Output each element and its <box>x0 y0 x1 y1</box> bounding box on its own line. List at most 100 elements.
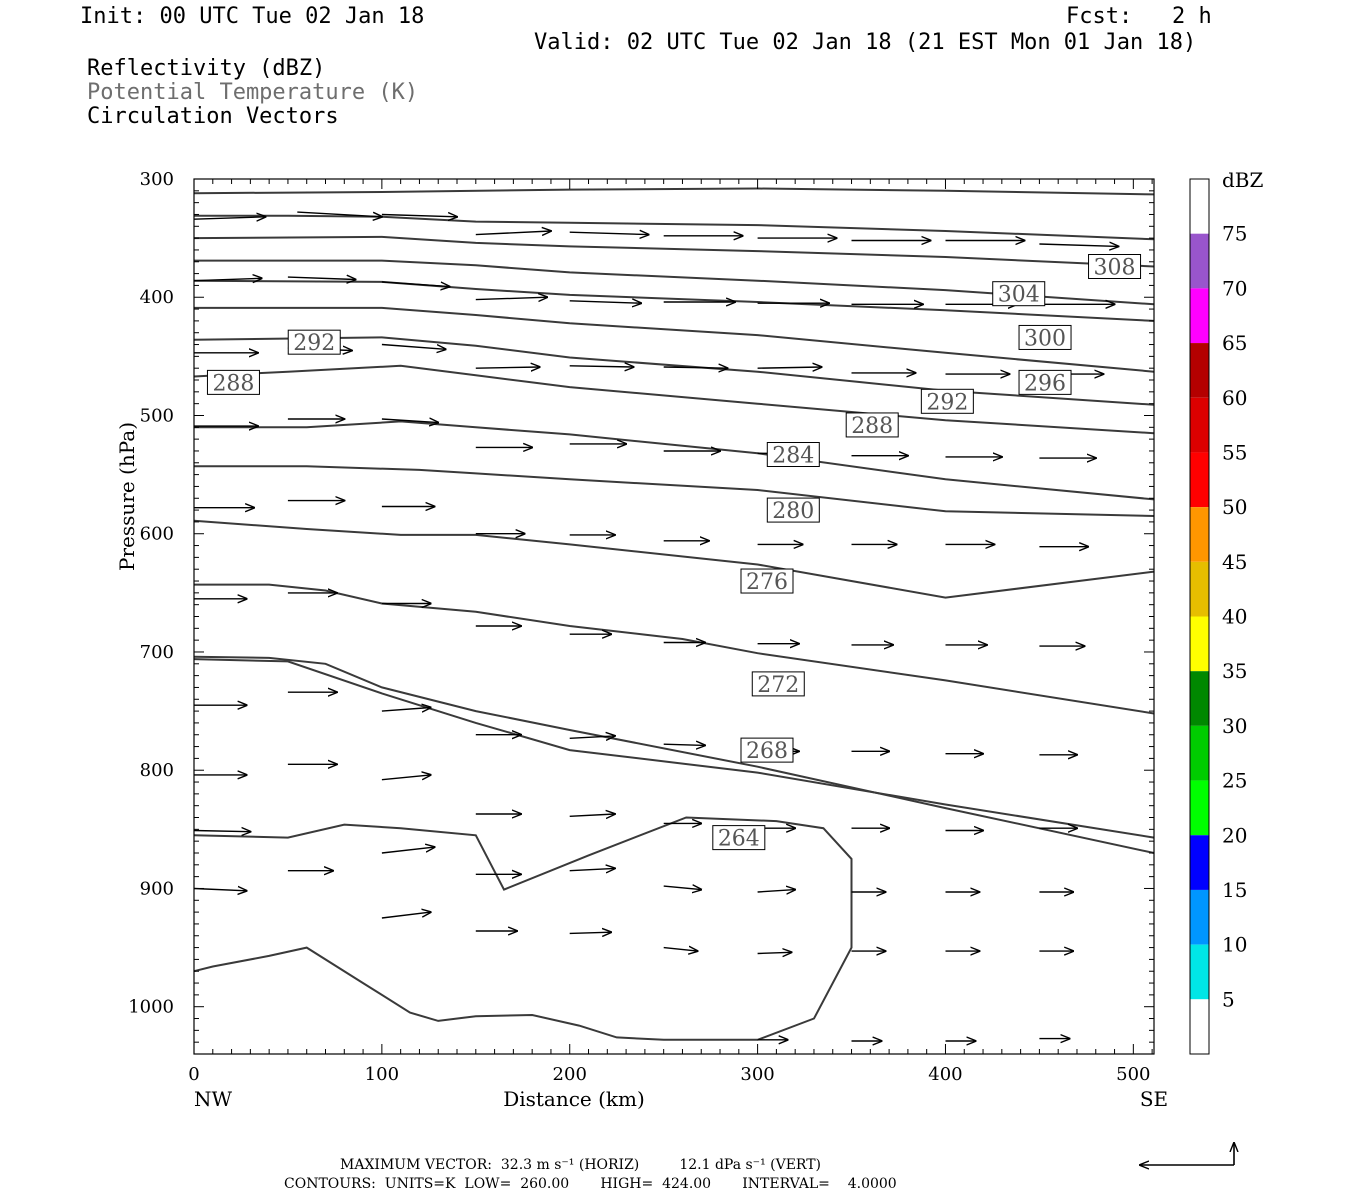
x-tick-label: 100 <box>365 1064 399 1085</box>
theta-contour-line <box>193 519 1155 599</box>
contour-label-box <box>1018 369 1072 395</box>
colorbar-frame <box>1189 178 1210 1055</box>
x-tick-label: 400 <box>928 1064 962 1085</box>
y-tick-label: 400 <box>140 287 174 308</box>
contour-label-text: 288 <box>212 371 254 396</box>
contour-label-text: 264 <box>718 827 760 852</box>
x-tick-label: 200 <box>553 1064 587 1085</box>
circulation-vector <box>757 367 822 368</box>
max-vector-label: MAXIMUM VECTOR: 32.3 m s⁻¹ (HORIZ) 12.1 … <box>340 1157 822 1173</box>
contour-label-text: 308 <box>1094 256 1136 281</box>
colorbar-band <box>1190 944 1209 1000</box>
colorbar-band <box>1190 343 1209 398</box>
colorbar-tick-label: 20 <box>1222 823 1247 847</box>
circulation-vector <box>757 952 792 953</box>
contour-label-box <box>920 388 974 414</box>
theta-contour-line <box>194 465 1155 517</box>
colorbar-tick-label: 70 <box>1222 276 1247 300</box>
circulation-vector <box>569 736 615 738</box>
circulation-vector <box>569 868 615 870</box>
circulation-vector <box>381 343 446 350</box>
contour-label-text: 300 <box>1024 326 1066 351</box>
reference-vector-icon <box>1140 1143 1234 1165</box>
circulation-vector <box>193 278 262 280</box>
colorbar-tick-label: 55 <box>1222 440 1247 464</box>
theta-contour-line <box>194 583 1155 715</box>
colorbar-title: dBZ <box>1222 168 1264 192</box>
x-end-label-left: NW <box>194 1087 233 1111</box>
theta-contour-line <box>194 420 1155 501</box>
valid-time-label: Valid: 02 UTC Tue 02 Jan 18 (21 EST Mon … <box>534 30 1197 55</box>
circulation-vector <box>663 948 698 952</box>
colorbar-band <box>1190 889 1209 945</box>
colorbar-tick-label: 60 <box>1222 386 1247 410</box>
contour-label-text: 292 <box>926 390 968 415</box>
colorbar-tick-label: 75 <box>1222 222 1247 246</box>
circulation-vector <box>569 232 649 234</box>
theta-contour-264 <box>193 816 853 1041</box>
y-tick-label: 800 <box>140 760 174 781</box>
y-tick-label: 600 <box>140 524 174 545</box>
contour-label-box <box>1088 254 1142 279</box>
contour-label-box <box>740 737 794 763</box>
colorbar-tick-label: 35 <box>1222 659 1247 683</box>
y-tick-label: 1000 <box>128 997 174 1018</box>
theta-contour-line <box>193 187 1155 196</box>
contour-label-box <box>287 329 341 355</box>
x-end-label-right: SE <box>1140 1087 1168 1111</box>
x-tick-label: 500 <box>1116 1064 1150 1085</box>
contour-label-box <box>992 281 1046 307</box>
forecast-hour-label: Fcst: 2 h <box>1066 4 1212 29</box>
circulation-vector <box>757 890 796 892</box>
circulation-vector <box>475 297 547 299</box>
circulation-vector <box>663 367 728 368</box>
colorbar-tick-label: 10 <box>1222 933 1247 957</box>
x-axis-title: Distance (km) <box>503 1087 645 1111</box>
contour-label-text: 296 <box>1024 371 1066 396</box>
circulation-vector <box>381 281 450 287</box>
circulation-vector <box>475 231 551 235</box>
theta-contour-line <box>193 235 1155 268</box>
contour-label-box <box>206 369 260 395</box>
y-tick-label: 900 <box>140 878 174 899</box>
colorbar-tick-label: 65 <box>1222 331 1247 355</box>
circulation-vector <box>569 366 634 367</box>
contour-label-box <box>740 568 794 594</box>
colorbar-tick-label: 45 <box>1222 550 1247 574</box>
circulation-vector <box>381 847 435 854</box>
contour-label-box <box>1018 324 1072 350</box>
colorbar-band <box>1190 288 1209 344</box>
colorbar-band <box>1190 179 1209 234</box>
colorbar-band <box>1190 999 1209 1054</box>
colorbar-band <box>1190 616 1209 672</box>
circulation-vector <box>297 211 382 217</box>
y-axis-title: Pressure (hPa) <box>115 422 139 571</box>
circulation-vector <box>381 912 431 919</box>
contour-label-box <box>845 412 899 438</box>
contour-label-text: 276 <box>746 570 788 595</box>
plot-frame <box>193 178 1155 1055</box>
circulation-vector <box>1039 244 1118 246</box>
colorbar-band <box>1190 397 1209 453</box>
circulation-vector <box>569 814 615 816</box>
circulation-vector <box>569 932 611 933</box>
colorbar-band <box>1190 780 1209 836</box>
colorbar-tick-label: 15 <box>1222 878 1247 902</box>
colorbar-band <box>1190 452 1209 508</box>
theta-contour-line <box>193 364 1155 435</box>
y-tick-label: 500 <box>140 405 174 426</box>
field-label-circulation-vectors: Circulation Vectors <box>87 104 339 129</box>
contour-info-label: CONTOURS: UNITS=K LOW= 260.00 HIGH= 424.… <box>284 1176 897 1192</box>
colorbar-tick-label: 30 <box>1222 714 1247 738</box>
x-tick-label: 0 <box>188 1064 199 1085</box>
y-tick-label: 300 <box>140 169 174 190</box>
colorbar-band <box>1190 835 1209 890</box>
circulation-vector <box>569 301 641 303</box>
init-time-label: Init: 00 UTC Tue 02 Jan 18 <box>80 4 425 29</box>
colorbar-tick-label: 5 <box>1222 987 1235 1011</box>
circulation-vector <box>663 886 702 890</box>
field-label-potential-temperature: Potential Temperature (K) <box>87 80 419 105</box>
contour-label-box <box>712 825 766 851</box>
contour-label-box <box>751 671 805 697</box>
